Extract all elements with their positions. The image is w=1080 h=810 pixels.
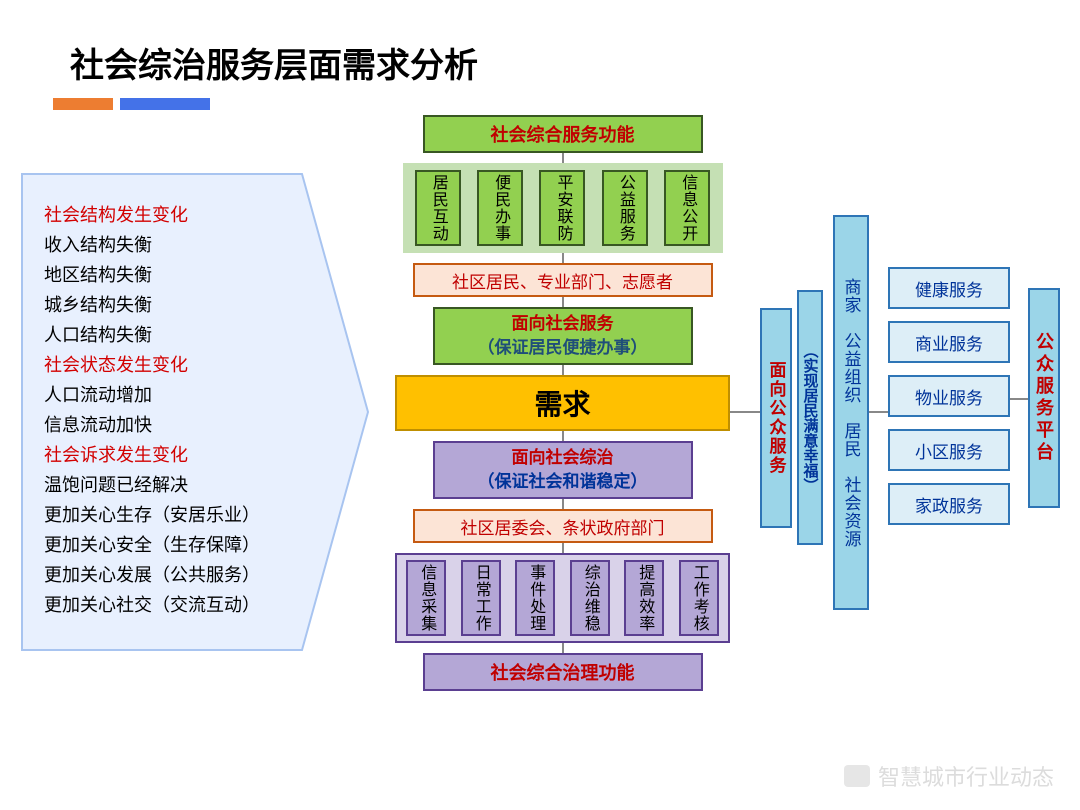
bottom-item: 事件处理: [515, 560, 555, 636]
connector-line: [562, 499, 564, 509]
bottom-face-box: 面向社会综治 （保证社会和谐稳定）: [433, 441, 693, 499]
top-actors: 社区居民、专业部门、志愿者: [413, 263, 713, 297]
top-face-box: 面向社会服务 （保证居民便捷办事）: [433, 307, 693, 365]
watermark-text: 智慧城市行业动态: [878, 760, 1054, 792]
connector-line: [730, 411, 760, 413]
bottom-actors: 社区居委会、条状政府部门: [413, 509, 713, 543]
left-list-item: 信息流动加快: [44, 410, 304, 440]
center-diagram: 社会综合服务功能 居民互动便民办事平安联防公益服务信息公开 社区居民、专业部门、…: [395, 115, 730, 691]
left-list-item: 更加关心生存（安居乐业）: [44, 500, 304, 530]
right-col1-sub-text: （实现居民满意幸福）: [800, 343, 821, 493]
service-item: 小区服务: [888, 429, 1010, 471]
service-item: 商业服务: [888, 321, 1010, 363]
right-col2-text: 商家 公益组织 居民 社会资源: [839, 278, 864, 548]
connector-line: [562, 153, 564, 163]
bottom-face-title: 面向社会综治: [512, 446, 614, 470]
service-item: 健康服务: [888, 267, 1010, 309]
top-item: 居民互动: [415, 170, 461, 246]
connector-line: [562, 297, 564, 307]
connector-line: [562, 643, 564, 653]
top-items-row: 居民互动便民办事平安联防公益服务信息公开: [403, 163, 723, 253]
left-list-item: 更加关心发展（公共服务）: [44, 560, 304, 590]
left-list-item: 人口流动增加: [44, 380, 304, 410]
top-face-sub: （保证居民便捷办事）: [478, 336, 648, 360]
top-face-title: 面向社会服务: [512, 312, 614, 336]
top-item: 平安联防: [539, 170, 585, 246]
left-list-item: 收入结构失衡: [44, 230, 304, 260]
left-list-item: 人口结构失衡: [44, 320, 304, 350]
accent-bar-blue: [120, 98, 210, 110]
bottom-item: 综治维稳: [570, 560, 610, 636]
service-item: 物业服务: [888, 375, 1010, 417]
left-list-item: 社会状态发生变化: [44, 350, 304, 380]
left-arrow-panel: 社会结构发生变化收入结构失衡地区结构失衡城乡结构失衡人口结构失衡社会状态发生变化…: [20, 172, 370, 652]
watermark: 智慧城市行业动态: [844, 760, 1054, 792]
top-item: 公益服务: [602, 170, 648, 246]
bottom-item: 日常工作: [461, 560, 501, 636]
top-header: 社会综合服务功能: [423, 115, 703, 153]
right-col2: 商家 公益组织 居民 社会资源: [833, 215, 869, 610]
bottom-items-row: 信息采集日常工作事件处理综治维稳提高效率工作考核: [395, 553, 730, 643]
service-item: 家政服务: [888, 483, 1010, 525]
page-title: 社会综治服务层面需求分析: [70, 38, 478, 87]
right-col1: 面向公众服务: [760, 308, 792, 528]
service-list: 健康服务商业服务物业服务小区服务家政服务: [888, 267, 1010, 537]
accent-bar-orange: [53, 98, 113, 110]
platform-column: 公众服务平台: [1028, 288, 1060, 508]
left-list-item: 社会诉求发生变化: [44, 440, 304, 470]
connector-line: [562, 253, 564, 263]
right-col1-sub: （实现居民满意幸福）: [797, 290, 823, 545]
left-list-item: 更加关心安全（生存保障）: [44, 530, 304, 560]
bottom-item: 工作考核: [679, 560, 719, 636]
left-list-item: 更加关心社交（交流互动）: [44, 590, 304, 620]
connector-line: [562, 431, 564, 441]
left-list-item: 温饱问题已经解决: [44, 470, 304, 500]
bottom-item: 提高效率: [624, 560, 664, 636]
wechat-icon: [844, 765, 870, 787]
left-list-item: 地区结构失衡: [44, 260, 304, 290]
bottom-item: 信息采集: [406, 560, 446, 636]
left-list: 社会结构发生变化收入结构失衡地区结构失衡城乡结构失衡人口结构失衡社会状态发生变化…: [44, 200, 304, 620]
right-col1-title: 面向公众服务: [764, 361, 789, 475]
connector-line: [562, 543, 564, 553]
bottom-header: 社会综合治理功能: [423, 653, 703, 691]
left-list-item: 社会结构发生变化: [44, 200, 304, 230]
left-list-item: 城乡结构失衡: [44, 290, 304, 320]
demand-box: 需求: [395, 375, 730, 431]
bottom-face-sub: （保证社会和谐稳定）: [478, 470, 648, 494]
connector-line: [1010, 398, 1028, 400]
connector-line: [869, 411, 888, 413]
top-item: 信息公开: [664, 170, 710, 246]
top-item: 便民办事: [477, 170, 523, 246]
connector-line: [562, 365, 564, 375]
